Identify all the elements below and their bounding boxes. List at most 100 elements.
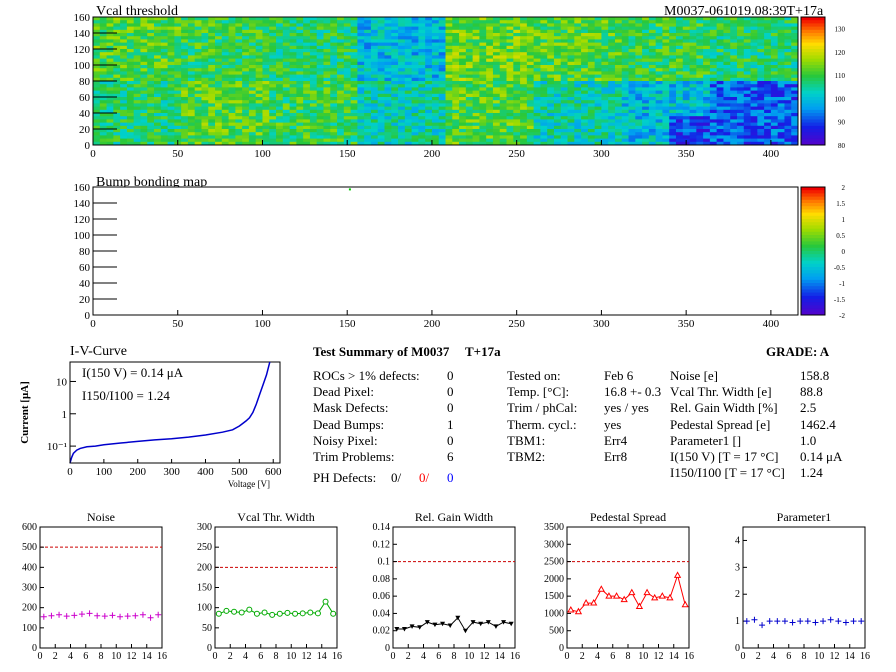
heatmap-cell bbox=[452, 109, 460, 114]
heatmap-cell bbox=[709, 90, 718, 95]
heatmap-cell bbox=[438, 23, 446, 27]
heatmap-cell bbox=[689, 52, 697, 56]
heatmap-cell bbox=[675, 138, 684, 143]
heatmap-cell bbox=[276, 36, 284, 40]
heatmap-cell bbox=[425, 119, 433, 123]
heatmap-cell bbox=[167, 100, 175, 104]
heatmap-cell bbox=[248, 55, 257, 59]
heatmap-cell bbox=[337, 100, 345, 104]
heatmap-cell bbox=[547, 135, 555, 139]
heatmap-cell bbox=[560, 61, 568, 66]
heatmap-cell bbox=[377, 90, 385, 95]
heatmap-cell bbox=[709, 58, 718, 63]
heatmap-cell bbox=[377, 84, 385, 88]
heatmap-cell bbox=[154, 58, 162, 63]
heatmap-cell bbox=[431, 81, 440, 85]
heatmap-cell bbox=[248, 129, 257, 133]
heatmap-cell bbox=[337, 106, 345, 111]
heatmap-cell bbox=[472, 138, 480, 143]
heatmap-cell bbox=[201, 33, 209, 37]
heatmap-cell bbox=[93, 122, 101, 127]
heatmap-cell bbox=[248, 49, 257, 53]
heatmap-cell bbox=[228, 29, 236, 34]
heatmap-cell bbox=[628, 23, 636, 27]
heatmap-cell bbox=[472, 135, 480, 139]
heatmap-cell bbox=[553, 39, 562, 43]
heatmap-cell bbox=[750, 65, 758, 69]
heatmap-cell bbox=[472, 132, 480, 136]
trend-y-tick-label: 0 bbox=[32, 643, 37, 654]
heatmap-cell bbox=[377, 109, 385, 114]
heatmap-cell bbox=[418, 74, 426, 79]
heatmap-cell bbox=[506, 26, 514, 31]
heatmap-cell bbox=[452, 42, 460, 47]
heatmap-cell bbox=[221, 84, 229, 88]
heatmap-cell bbox=[208, 129, 216, 133]
heatmap-cell bbox=[309, 100, 318, 104]
heatmap-cell bbox=[113, 39, 121, 43]
heatmap-cell bbox=[750, 49, 758, 53]
heatmap-cell bbox=[343, 42, 351, 47]
heatmap-cell bbox=[533, 93, 541, 98]
heatmap-cell bbox=[330, 45, 338, 50]
heatmap-cell bbox=[262, 119, 270, 123]
heatmap-cell bbox=[486, 81, 494, 85]
color-scale-band bbox=[801, 45, 825, 50]
heatmap-cell bbox=[201, 93, 209, 98]
heatmap-cell bbox=[608, 77, 616, 82]
heatmap-cell bbox=[425, 122, 433, 127]
heatmap-cell bbox=[764, 68, 772, 72]
heatmap-cell bbox=[289, 84, 297, 88]
heatmap-cell bbox=[791, 109, 799, 114]
trend-y-tick-label: 100 bbox=[197, 603, 212, 614]
color-scale-band bbox=[801, 119, 825, 124]
heatmap-cell bbox=[791, 65, 799, 69]
color-scale-label: -0.5 bbox=[834, 264, 846, 272]
heatmap-cell bbox=[303, 132, 311, 136]
color-scale-band bbox=[801, 116, 825, 120]
heatmap-cell bbox=[499, 45, 507, 50]
heatmap-cell bbox=[465, 71, 474, 75]
heatmap-cell bbox=[628, 100, 636, 104]
heatmap-cell bbox=[655, 129, 663, 133]
color-scale-label: 2 bbox=[842, 184, 846, 192]
heatmap-cell bbox=[716, 68, 724, 72]
heatmap-cell bbox=[574, 129, 582, 133]
heatmap-cell bbox=[675, 109, 684, 114]
heatmap-cell bbox=[486, 93, 494, 98]
color-scale-band bbox=[801, 279, 825, 284]
heatmap-cell bbox=[262, 138, 270, 143]
heatmap-cell bbox=[337, 33, 345, 37]
heatmap-cell bbox=[770, 129, 779, 133]
heatmap-cell bbox=[581, 90, 589, 95]
heatmap-cell bbox=[289, 36, 297, 40]
heatmap-cell bbox=[648, 103, 657, 107]
heatmap-cell bbox=[323, 119, 331, 123]
trend-point bbox=[63, 613, 70, 620]
heatmap-cell bbox=[635, 74, 643, 79]
heatmap-cell bbox=[791, 125, 799, 130]
heatmap-cell bbox=[431, 26, 440, 31]
heatmap-cell bbox=[791, 42, 799, 47]
heatmap-cell bbox=[323, 77, 331, 82]
heatmap-cell bbox=[777, 45, 785, 50]
heatmap-cell bbox=[770, 135, 779, 139]
heatmap-cell bbox=[330, 26, 338, 31]
heatmap-cell bbox=[370, 29, 379, 34]
heatmap-cell bbox=[154, 100, 162, 104]
heatmap-cell bbox=[276, 100, 284, 104]
heatmap-cell bbox=[357, 42, 365, 47]
heatmap-cell bbox=[513, 61, 521, 66]
heatmap-cell bbox=[696, 113, 704, 117]
heatmap-cell bbox=[709, 74, 718, 79]
heatmap-cell bbox=[696, 87, 704, 91]
heatmap-cell bbox=[404, 100, 413, 104]
heatmap-cell bbox=[750, 109, 758, 114]
heatmap-cell bbox=[486, 42, 494, 47]
heatmap-cell bbox=[337, 23, 345, 27]
heatmap-cell bbox=[181, 58, 189, 63]
heatmap-cell bbox=[120, 129, 128, 133]
heatmap-cell bbox=[594, 77, 602, 82]
heatmap-cell bbox=[174, 122, 182, 127]
heatmap-cell bbox=[784, 132, 792, 136]
